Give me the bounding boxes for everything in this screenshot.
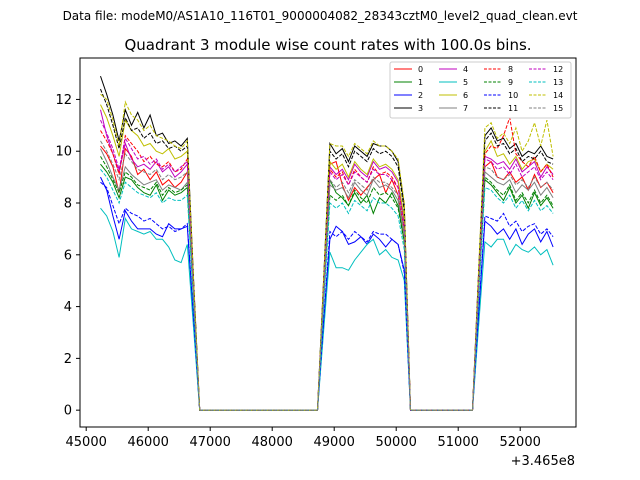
x-tick-label: 45000 — [66, 435, 107, 450]
y-tick-label: 12 — [55, 93, 72, 108]
legend-box — [389, 61, 572, 119]
legend-label-1: 1 — [418, 78, 423, 87]
legend-label-15: 15 — [553, 104, 563, 113]
series-line-5 — [100, 207, 554, 411]
legend-label-3: 3 — [418, 104, 423, 113]
legend-label-5: 5 — [463, 78, 468, 87]
y-tick-label: 6 — [64, 248, 72, 263]
y-tick-label: 2 — [64, 352, 72, 367]
legend-label-12: 12 — [553, 65, 563, 74]
y-tick-label: 4 — [64, 300, 72, 315]
x-tick-label: 47000 — [190, 435, 231, 450]
series-line-15 — [100, 140, 554, 411]
y-tick-label: 10 — [55, 145, 72, 160]
series-line-6 — [100, 104, 554, 411]
x-tick-label: 50000 — [376, 435, 417, 450]
x-tick-label: 46000 — [128, 435, 169, 450]
chart-title: Quadrant 3 module wise count rates with … — [124, 36, 531, 54]
legend-label-6: 6 — [463, 91, 468, 100]
x-offset-label: +3.465e8 — [511, 454, 575, 469]
x-tick-label: 48000 — [252, 435, 293, 450]
legend-label-11: 11 — [508, 104, 518, 113]
y-tick-label: 8 — [64, 197, 72, 212]
legend-label-4: 4 — [463, 65, 468, 74]
series-line-12 — [100, 119, 554, 411]
legend-label-13: 13 — [553, 78, 563, 87]
legend-label-2: 2 — [418, 91, 423, 100]
x-tick-label: 52000 — [500, 435, 541, 450]
legend-label-7: 7 — [463, 104, 468, 113]
legend-label-0: 0 — [418, 65, 423, 74]
plot-area — [100, 75, 554, 411]
legend-label-9: 9 — [508, 78, 513, 87]
legend-label-8: 8 — [508, 65, 513, 74]
axes-frame — [79, 57, 577, 428]
x-axis: 45000 46000 47000 48000 49000 50000 51000 52000 — [66, 427, 541, 450]
suptitle: Data file: modeM0/AS1A10_116T01_90000040… — [63, 9, 578, 23]
y-tick-label: 0 — [64, 404, 72, 419]
legend-label-14: 14 — [553, 91, 563, 100]
x-tick-label: 49000 — [314, 435, 355, 450]
y-axis: 0 2 4 6 8 10 12 — [55, 93, 80, 419]
x-tick-label: 51000 — [438, 435, 479, 450]
legend-label-10: 10 — [508, 91, 518, 100]
series-line-14 — [100, 93, 554, 411]
series-line-10 — [100, 181, 554, 411]
